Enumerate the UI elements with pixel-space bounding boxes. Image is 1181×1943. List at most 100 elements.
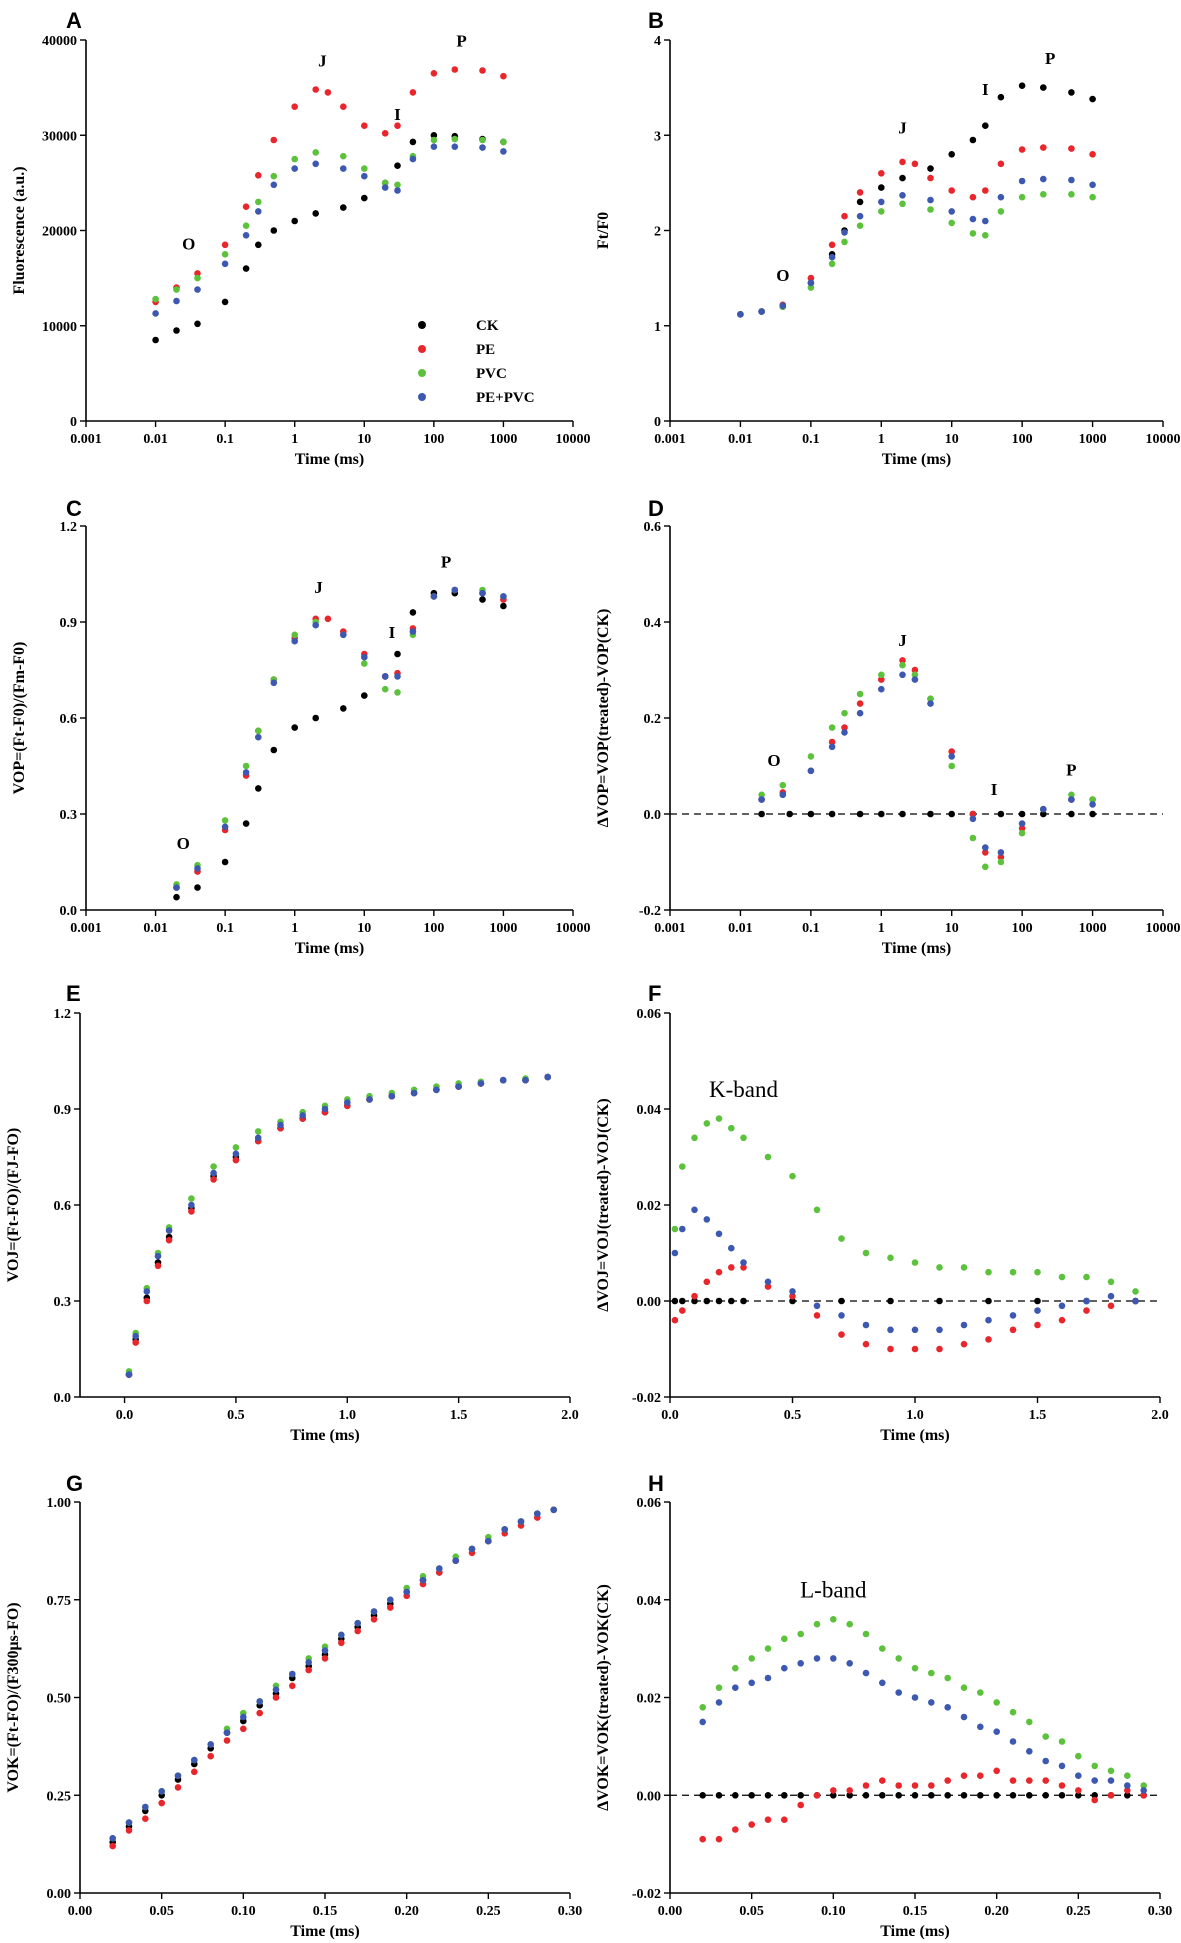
data-point-pe-pvc [500, 593, 507, 600]
data-point-pe-pvc [242, 769, 250, 776]
data-point-ck [856, 198, 864, 206]
panel-E: E 0.0 0.5 1.0 1.5 2.0 0.0 0.3 0.6 0.9 1.2 Time (ms)… [5, 981, 579, 1444]
data-point-ck [1068, 89, 1075, 96]
x-tick-label: 0.5 [227, 1408, 245, 1423]
data-point-pe-pvc [291, 165, 299, 172]
data-point-pvc [911, 671, 919, 679]
data-point-pe-pvc [1009, 1738, 1017, 1745]
data-point-pe [430, 70, 438, 77]
data-point-pe [828, 241, 836, 249]
data-point-ck [703, 1297, 711, 1305]
data-point-pe [703, 1278, 711, 1286]
data-point-pe-pvc [944, 1704, 951, 1711]
data-point-pvc [188, 1195, 195, 1202]
data-point-pe [1068, 145, 1075, 152]
data-point-ck [1040, 84, 1047, 91]
data-point-pe [879, 1777, 886, 1784]
data-point-pe-pvc [544, 1073, 551, 1081]
x-tick-label: 0.5 [784, 1408, 802, 1423]
data-point-pe-pvc [210, 1169, 217, 1177]
data-point-ck [838, 1297, 845, 1305]
x-tick-label: 0.30 [1148, 1904, 1173, 1919]
data-point-pvc [899, 661, 906, 669]
data-point-pe-pvc [277, 1121, 284, 1129]
data-point-ck [899, 174, 906, 182]
data-point-pe-pvc [485, 1537, 492, 1545]
data-point-pe-pvc [361, 653, 368, 661]
data-point-pe [899, 158, 906, 166]
data-point-ck [254, 785, 262, 792]
data-point-pe-pvc [715, 1699, 723, 1706]
data-point-pe-pvc [451, 143, 459, 150]
data-point-pvc [361, 165, 368, 172]
panel-C: C 0.001 0.01 0.1 1 10 100 1000 10000 0.0 0.3 0.6 0.9… [11, 496, 591, 957]
x-axis-label: Time (ms) [882, 940, 951, 957]
data-point-pe-pvc [430, 143, 438, 150]
data-point-pe-pvc [173, 297, 180, 305]
data-point-pe-pvc [109, 1835, 116, 1842]
data-point-ck [291, 724, 299, 731]
x-tick-label: 10000 [1146, 921, 1181, 936]
y-tick-label: 0.6 [54, 1199, 72, 1214]
x-tick-label: 1 [878, 921, 885, 936]
data-point-ck [409, 609, 417, 616]
data-point-pe [838, 1331, 845, 1338]
data-point-pe-pvc [969, 815, 977, 823]
data-point-pvc [1018, 193, 1026, 201]
data-point-pvc [732, 1664, 739, 1672]
data-point-pvc [254, 198, 262, 206]
data-point-pe-pvc [1068, 176, 1075, 184]
data-point-pe [944, 1777, 951, 1784]
data-point-pe [232, 1156, 240, 1164]
x-tick-label: 0.05 [739, 1904, 764, 1919]
data-point-pe-pvc [1075, 1772, 1082, 1779]
data-point-ck [807, 810, 815, 818]
data-point-pvc [830, 1616, 837, 1623]
data-point-pvc [895, 1655, 902, 1662]
data-point-pe-pvc [223, 1729, 231, 1736]
y-tick-label: 1.00 [47, 1496, 72, 1511]
data-point-pe [830, 1787, 837, 1794]
data-point-pe-pvc [221, 823, 229, 831]
data-point-pe-pvc [305, 1659, 313, 1666]
data-point-ck [936, 1297, 943, 1305]
data-point-pe-pvc [256, 1698, 264, 1705]
data-point-pvc [807, 753, 815, 760]
x-tick-label: 0.001 [654, 432, 686, 447]
y-tick-label: 0.0 [54, 1391, 72, 1406]
data-point-pe-pvc [748, 1679, 755, 1687]
data-point-pe [728, 1264, 735, 1271]
data-point-pe-pvc [125, 1819, 133, 1826]
phase-label: O [767, 751, 780, 770]
data-point-pvc [173, 286, 180, 293]
data-point-pe-pvc [550, 1506, 557, 1514]
data-point-pe-pvc [838, 1312, 845, 1319]
data-point-ck [982, 122, 989, 129]
data-point-pe [764, 1283, 772, 1290]
data-point-pe-pvc [299, 1112, 307, 1119]
x-tick-label: 1 [291, 432, 298, 447]
data-point-pe [977, 1772, 984, 1779]
data-point-pvc [828, 724, 836, 731]
x-axis-label: Time (ms) [882, 451, 951, 468]
data-point-ck [846, 1792, 853, 1799]
y-tick-label: 0.4 [644, 616, 662, 631]
data-point-ck [828, 810, 836, 818]
data-point-pe [797, 1801, 804, 1809]
x-tick-label: 0.05 [149, 1904, 174, 1919]
data-point-pe-pvc [366, 1096, 373, 1103]
data-point-pvc [1034, 1268, 1041, 1276]
data-point-pvc [1018, 829, 1026, 837]
data-point-pe [109, 1842, 116, 1850]
data-point-pe-pvc [125, 1371, 133, 1378]
data-point-pvc [1009, 1268, 1017, 1276]
data-point-pe-pvc [813, 1302, 821, 1310]
data-point-pe-pvc [828, 743, 836, 751]
data-point-pvc [291, 155, 299, 163]
data-point-pe [887, 1345, 894, 1353]
data-point-pe-pvc [1034, 1307, 1041, 1314]
data-point-pvc [960, 1264, 968, 1271]
data-point-pe-pvc [997, 849, 1005, 856]
data-point-pvc [887, 1254, 894, 1262]
data-point-pe-pvc [1058, 1762, 1066, 1770]
